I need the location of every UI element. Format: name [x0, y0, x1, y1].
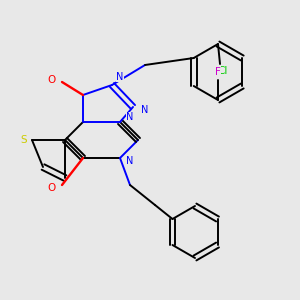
- Text: N: N: [126, 112, 134, 122]
- Text: Cl: Cl: [218, 66, 228, 76]
- Text: N: N: [116, 72, 124, 82]
- Text: S: S: [21, 135, 27, 145]
- Text: N: N: [126, 156, 134, 166]
- Text: N: N: [141, 105, 149, 115]
- Text: F: F: [215, 67, 221, 77]
- Text: O: O: [48, 183, 56, 193]
- Text: O: O: [48, 75, 56, 85]
